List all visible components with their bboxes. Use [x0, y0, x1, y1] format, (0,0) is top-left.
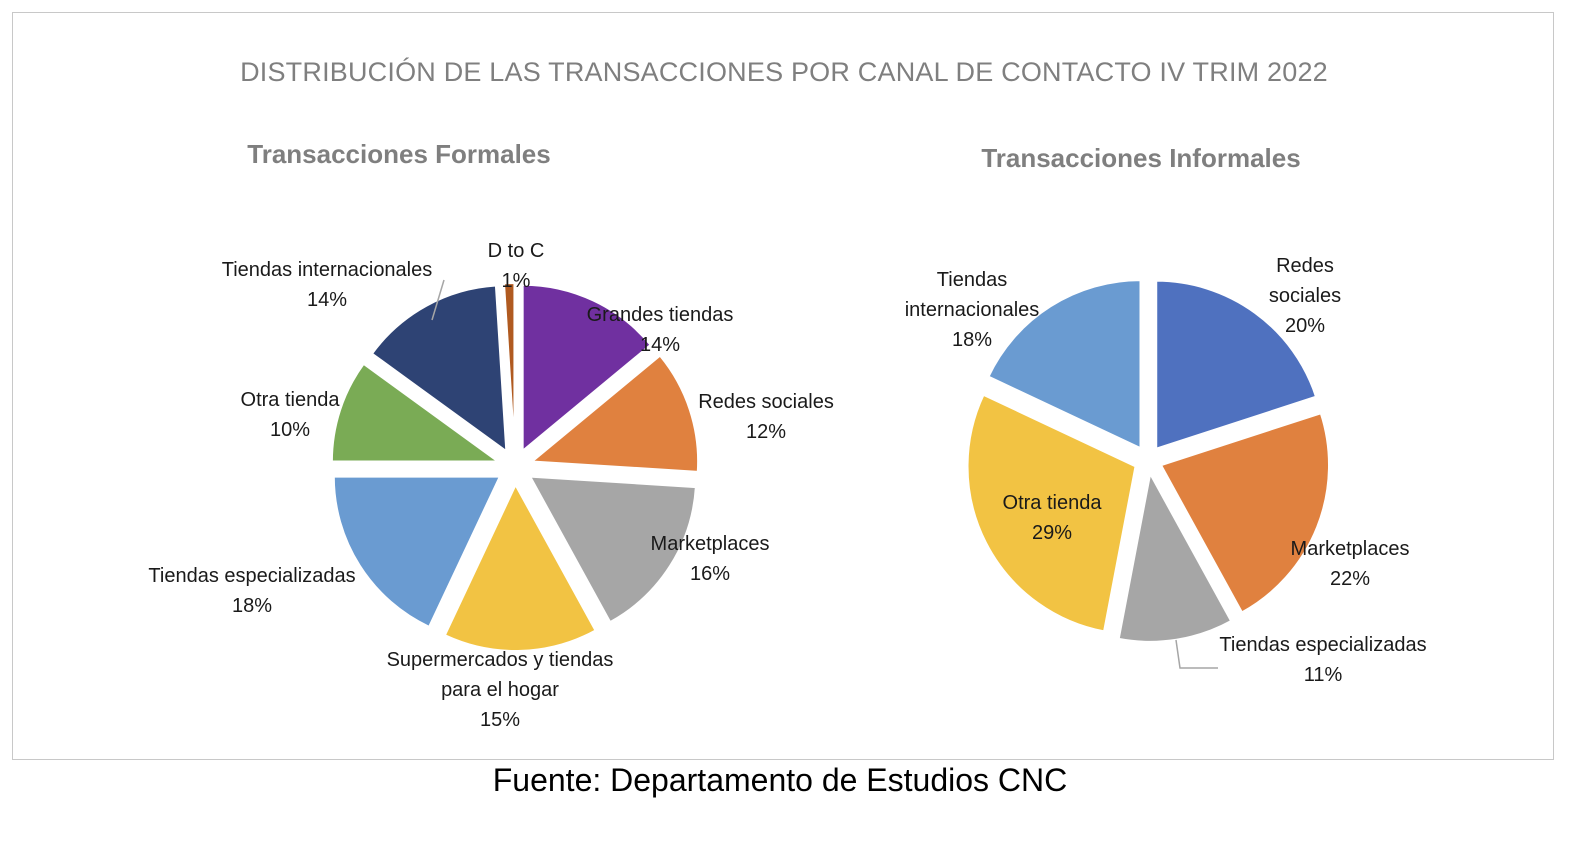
data-label-formales-2: Marketplaces 16% [651, 533, 770, 585]
source-note: Fuente: Departamento de Estudios CNC [492, 762, 1068, 798]
pie-slice-formales-1 [529, 354, 700, 473]
pie-slice-formales-6 [370, 284, 508, 454]
pie-slice-formales-7 [502, 282, 516, 450]
pie-slice-formales-3 [443, 482, 597, 652]
chart-main-title: DISTRIBUCIÓN DE LAS TRANSACCIONES POR CA… [240, 57, 1328, 87]
data-label-informales-3: Otra tienda 29% [1003, 492, 1103, 544]
data-label-formales-3: Supermercados y tiendas para el hogar 15% [387, 649, 614, 731]
leader-line-2 [1175, 639, 1218, 669]
pie-slice-informales-0 [1155, 279, 1318, 451]
data-label-informales-0: Redes sociales 20% [1269, 255, 1341, 337]
data-label-formales-4: Tiendas especializadas 18% [148, 565, 355, 617]
leader-line-6 [431, 279, 445, 321]
data-label-formales-0: Grandes tiendas 14% [587, 304, 734, 356]
pie-informales-title: Transacciones Informales [981, 143, 1301, 173]
data-label-informales-2: Tiendas especializadas 11% [1219, 634, 1426, 686]
data-label-informales-4: Tiendas internacionales 18% [905, 269, 1040, 351]
pie-slice-informales-3 [966, 393, 1137, 633]
data-label-formales-5: Otra tienda 10% [241, 389, 341, 441]
pie-slice-formales-5 [330, 362, 501, 463]
pie-slice-informales-2 [1117, 470, 1233, 643]
pie-slice-informales-1 [1159, 411, 1331, 614]
pie-slice-informales-4 [987, 279, 1142, 450]
pie-formales-title: Transacciones Formales [247, 139, 551, 169]
pie-slice-formales-4 [332, 475, 502, 629]
data-label-formales-6: Tiendas internacionales 14% [222, 259, 433, 311]
pie-charts-canvas: Grandes tiendas 14% Redes sociales 12% Marke… [148, 240, 1426, 731]
pie-slice-formales-0 [521, 283, 652, 453]
data-label-formales-1: Redes sociales 12% [698, 391, 834, 443]
data-label-formales-7: D to C 1% [488, 240, 545, 292]
data-label-informales-1: Marketplaces 22% [1291, 538, 1410, 590]
pie-slice-formales-2 [528, 475, 697, 624]
